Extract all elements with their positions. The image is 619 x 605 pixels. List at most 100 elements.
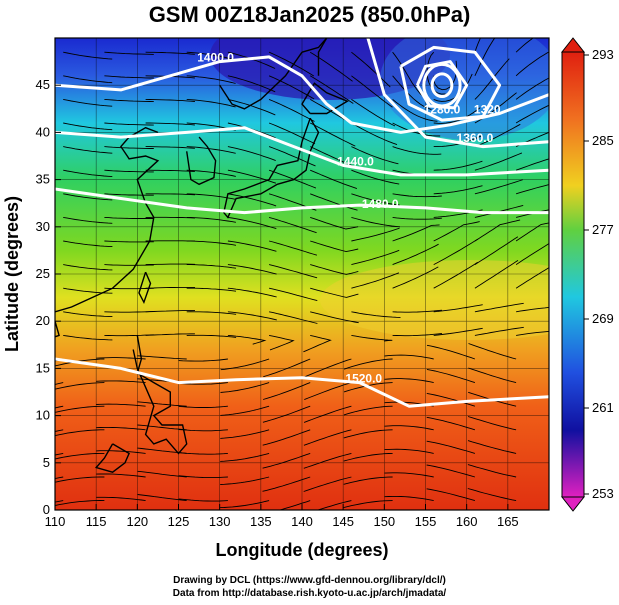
colorbar-label-269: 269	[592, 311, 614, 326]
streamline-130	[474, 236, 519, 265]
streamline-224	[392, 75, 432, 111]
contour-label-1360: 1360.0	[457, 131, 494, 145]
streamline-229	[104, 51, 154, 55]
cyclone-ring-0	[430, 72, 454, 99]
streamline-23	[467, 464, 517, 478]
streamline-28	[178, 452, 228, 455]
cyclone-ring-1	[422, 62, 462, 108]
streamline-139	[351, 227, 400, 242]
streamline-19	[303, 476, 352, 492]
streamline-30	[262, 452, 311, 469]
streamline-238	[474, 38, 481, 53]
coastline-10	[317, 38, 328, 76]
y-tick-label-5: 5	[43, 455, 50, 470]
streamline-127	[351, 249, 400, 266]
height-contours	[55, 38, 549, 408]
streamline-207	[186, 98, 236, 108]
contour-label-1520: 1520.0	[345, 372, 382, 386]
coastline-2	[301, 82, 349, 115]
streamline-66	[262, 382, 311, 400]
streamline-163	[351, 193, 400, 206]
streamline-105	[433, 304, 483, 313]
x-tick-label-150: 150	[373, 514, 395, 529]
streamline-43	[303, 429, 352, 446]
streamline-106	[474, 302, 524, 313]
y-tick-label-20: 20	[36, 313, 50, 328]
streamline-53	[220, 405, 270, 416]
streamline-236	[392, 51, 424, 97]
colorbar-bottom-arrow	[560, 496, 586, 512]
streamline-120	[63, 264, 113, 271]
streamline-126	[310, 264, 359, 275]
streamline-110	[145, 286, 195, 289]
streamline-116	[392, 266, 439, 289]
y-tick-label-15: 15	[36, 360, 50, 375]
y-axis-ticks: 0 5 10 15 20 25 30 35 40 45	[36, 77, 61, 517]
streamline-89	[269, 334, 295, 351]
streamline-56	[343, 405, 393, 416]
streamline-150	[310, 216, 359, 230]
streamline-189	[433, 135, 482, 148]
streamline-52	[178, 405, 228, 408]
streamline-132	[63, 240, 113, 248]
streamline-70	[426, 368, 476, 384]
streamline-187	[351, 146, 399, 165]
streamline-80	[343, 358, 393, 370]
streamline-136	[227, 240, 277, 252]
streamline-193	[104, 122, 154, 126]
colorbar-label-261: 261	[592, 400, 614, 415]
streamline-233	[268, 51, 315, 77]
colorbar-label-285: 285	[592, 133, 614, 148]
coastline-3	[186, 136, 217, 186]
x-tick-label-110: 110	[45, 514, 66, 529]
streamline-18	[262, 476, 311, 492]
streamline-219	[186, 75, 236, 84]
streamline-135	[186, 240, 237, 246]
streamline-92	[392, 333, 442, 337]
y-tick-label-45: 45	[36, 77, 50, 92]
streamline-42	[262, 429, 311, 446]
streamline-190	[474, 123, 521, 148]
streamline-145	[104, 216, 154, 219]
x-axis-ticks: 110 115 120 125 130 135 140 145 150 155 160 165	[45, 504, 519, 529]
streamline-14	[96, 473, 146, 478]
streamline-205	[104, 98, 154, 103]
streamline-3	[137, 494, 187, 502]
streamline-25	[55, 452, 105, 460]
streamline-10	[426, 488, 476, 502]
streamline-118	[474, 260, 519, 289]
streamline-183	[186, 146, 236, 154]
y-axis-title: Latitude (degrees)	[2, 196, 22, 352]
streamline-156	[63, 193, 113, 201]
streamline-81	[384, 354, 434, 360]
streamline-133	[104, 240, 154, 243]
streamline-13	[55, 476, 105, 483]
streamline-112	[227, 287, 277, 298]
contour-label-1280: 1280.0	[424, 103, 461, 117]
streamline-167	[515, 184, 549, 195]
streamline-152	[392, 216, 442, 220]
streamline-216	[63, 75, 113, 84]
streamline-171	[186, 169, 236, 177]
streamline-201	[433, 107, 481, 124]
streamline-84	[63, 334, 113, 341]
contour-line-1520	[55, 357, 549, 408]
streamline-22	[426, 464, 476, 478]
streamline-138	[310, 240, 359, 253]
streamline-141	[433, 221, 480, 242]
streamline-38	[96, 426, 146, 431]
streamline-1	[55, 500, 105, 506]
streamline-69	[384, 378, 434, 384]
streamline-32	[343, 452, 393, 462]
streamline-121	[104, 264, 154, 266]
streamline-83	[468, 343, 517, 360]
coastline-0	[219, 51, 303, 110]
colorbar-ticks: 293 285 277 269 261 253	[584, 47, 614, 501]
x-tick-label-160: 160	[456, 514, 478, 529]
streamline-41	[220, 429, 270, 439]
streamline-7	[316, 500, 352, 510]
credit-line-2: Data from http://database.rish.kyoto-u.a…	[172, 588, 447, 599]
streamline-148	[227, 216, 277, 230]
colorbar-label-277: 277	[592, 222, 614, 237]
streamline-125	[268, 264, 318, 279]
